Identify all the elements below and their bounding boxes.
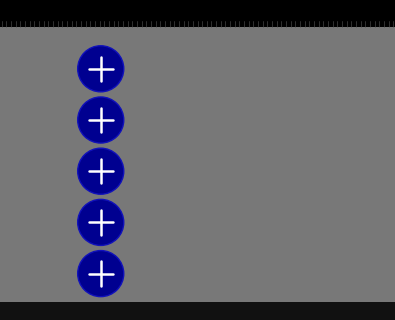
- Circle shape: [78, 148, 124, 194]
- Circle shape: [78, 46, 124, 92]
- Circle shape: [78, 199, 124, 245]
- Circle shape: [78, 97, 124, 143]
- Bar: [0, 302, 395, 320]
- Circle shape: [78, 251, 124, 297]
